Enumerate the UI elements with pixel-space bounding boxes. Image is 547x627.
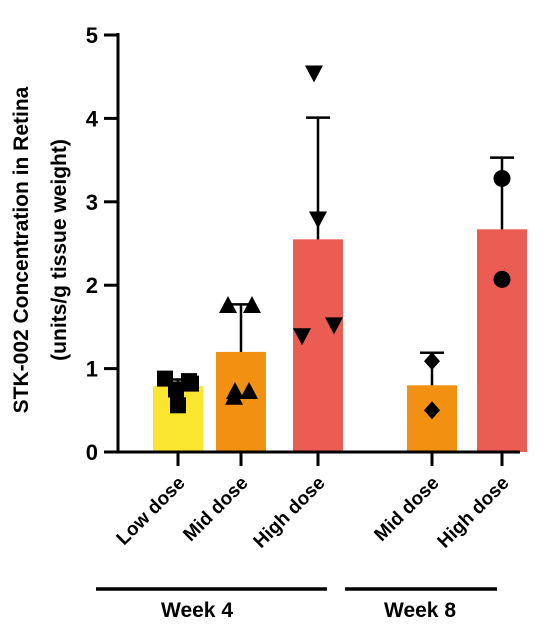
y-tick-label-1: 1 — [86, 357, 98, 382]
data-point-3-2 — [309, 211, 327, 229]
x-tick-label-4: Mid dose — [370, 473, 443, 546]
y-axis-label: STK-002 Concentration in Retina (units/g… — [10, 86, 71, 413]
x-tick-label-2: Mid dose — [179, 473, 252, 546]
x-tick-label-1: Low dose — [113, 473, 190, 550]
y-tick-label-0: 0 — [86, 440, 98, 465]
data-point-3-3 — [325, 317, 343, 335]
data-point-2-4 — [240, 381, 258, 399]
group-label-2: Week 8 — [384, 599, 456, 622]
bar-3 — [293, 239, 343, 452]
x-tick-label-3: High dose — [250, 473, 330, 553]
data-point-2-1 — [219, 296, 237, 314]
data-point-4-2 — [424, 401, 440, 420]
data-point-5-1 — [493, 169, 511, 187]
data-point-1-4 — [168, 381, 184, 398]
data-point-1-5 — [170, 397, 186, 414]
bars-layer — [153, 229, 527, 452]
data-point-3-1 — [305, 65, 323, 83]
y-tick-label-5: 5 — [86, 23, 98, 48]
y-tick-label-4: 4 — [86, 106, 99, 131]
axes-layer — [96, 33, 520, 591]
data-point-1-3 — [183, 375, 199, 392]
bar-5 — [477, 229, 527, 452]
y-axis-label-line2: (units/g tissue weight) — [48, 139, 71, 361]
data-point-3-4 — [293, 328, 311, 346]
y-tick-label-2: 2 — [86, 273, 98, 298]
x-tick-label-5: High dose — [434, 473, 514, 553]
group-label-1: Week 4 — [161, 599, 233, 622]
data-point-4-1 — [424, 352, 440, 371]
data-point-2-5 — [225, 387, 243, 405]
y-axis-label-line1: STK-002 Concentration in Retina — [10, 86, 33, 413]
data-points-layer — [157, 65, 511, 420]
data-point-5-2 — [493, 270, 511, 288]
y-tick-label-3: 3 — [86, 190, 98, 215]
data-point-2-2 — [243, 296, 261, 314]
